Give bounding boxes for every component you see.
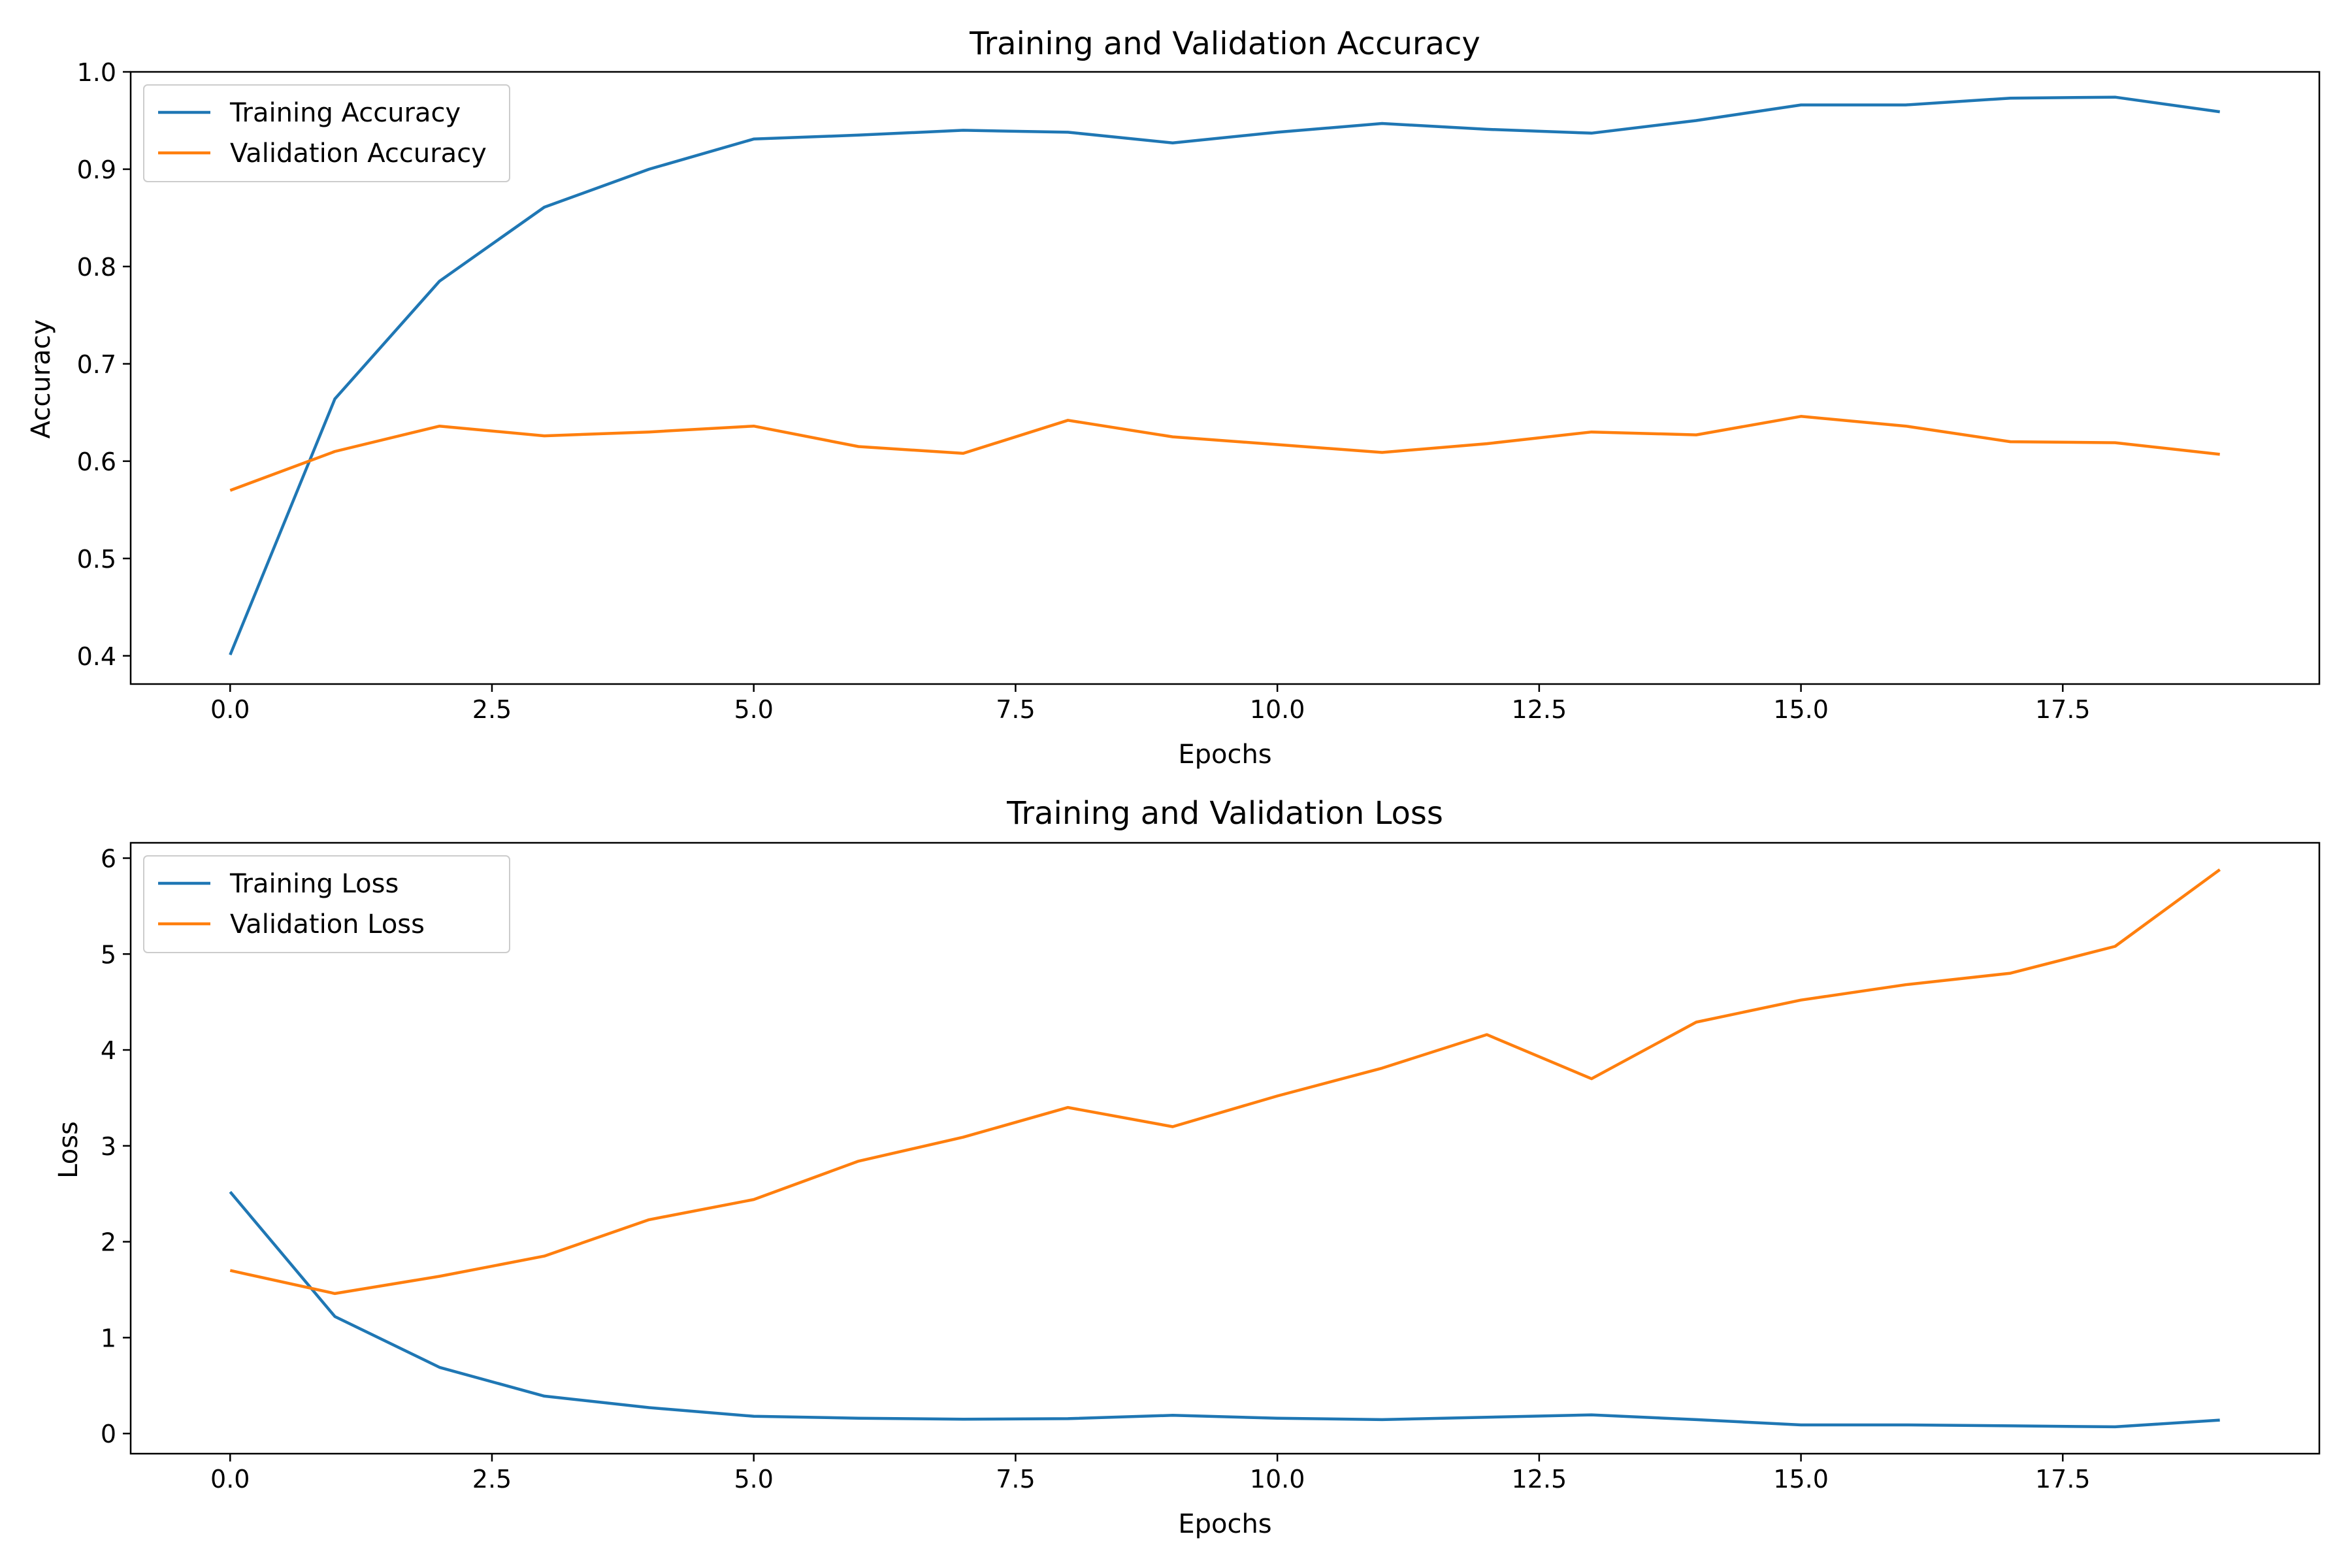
accuracy-chart-y-axis-label: Accuracy [26,319,56,439]
accuracy-chart-legend: Training Accuracy Validation Accuracy [143,84,510,182]
loss-chart-x-tick-label: 2.5 [472,1465,512,1494]
accuracy-chart-y-tick-label: 0.4 [77,642,116,671]
accuracy-chart-x-tick-label: 7.5 [996,695,1035,724]
loss-chart-y-axis-label: Loss [54,1121,84,1179]
accuracy-chart-y-tick-label: 0.6 [77,448,116,476]
loss-chart-y-tick-label: 2 [101,1228,116,1257]
loss-chart-y-tick-label: 1 [101,1324,116,1352]
loss-chart-series-training-loss-line [229,1190,2220,1429]
accuracy-chart-y-tick-label: 0.5 [77,545,116,574]
loss-chart-y-tick-label: 6 [101,844,116,873]
loss-chart-legend-box [143,855,510,953]
accuracy-chart-y-tick-label: 0.8 [77,253,116,282]
loss-chart-y-tick-label: 4 [101,1036,116,1065]
accuracy-chart-series-validation-accuracy-line [229,415,2220,492]
loss-chart-legend-label-training-loss: Training Loss [229,869,399,899]
accuracy-chart-legend-box [143,84,510,182]
accuracy-chart-y-tick-label: 1.0 [77,58,116,87]
accuracy-chart: Training and Validation Accuracy Epochs … [26,25,2321,770]
accuracy-chart-x-tick-label: 12.5 [1512,695,1567,724]
loss-chart-x-tick-label: 17.5 [2035,1465,2091,1494]
accuracy-chart-y-tick-label: 0.7 [77,350,116,379]
loss-chart-title: Training and Validation Loss [1006,795,1443,832]
loss-chart-x-axis-label: Epochs [1178,1509,1271,1539]
accuracy-chart-series-training-accuracy-line [229,95,2221,656]
loss-chart-x-tick-label: 5.0 [734,1465,773,1494]
accuracy-chart-x-tick-label: 17.5 [2035,695,2091,724]
loss-chart-y-tick-label: 0 [101,1420,116,1448]
accuracy-chart-legend-label-training-accuracy: Training Accuracy [229,98,461,128]
loss-chart-legend-label-validation-loss: Validation Loss [230,909,425,939]
accuracy-chart-y-tick-label: 0.9 [77,155,116,184]
accuracy-chart-x-tick-label: 0.0 [210,695,250,724]
loss-chart-x-tick-label: 10.0 [1250,1465,1305,1494]
loss-chart: Training and Validation Loss Epochs Loss… [54,795,2321,1539]
accuracy-chart-plot-frame [129,71,2321,685]
loss-chart-x-tick-label: 12.5 [1512,1465,1567,1494]
accuracy-chart-title: Training and Validation Accuracy [969,25,1480,62]
loss-chart-x-tick-label: 0.0 [210,1465,250,1494]
loss-chart-plot-frame [129,841,2321,1455]
loss-chart-legend: Training Loss Validation Loss [143,855,510,953]
accuracy-chart-x-axis-label: Epochs [1178,740,1271,770]
loss-chart-y-tick-label: 5 [101,940,116,969]
loss-chart-series-validation-loss-line [229,868,2221,1296]
accuracy-chart-x-tick-label: 15.0 [1773,695,1829,724]
accuracy-chart-x-tick-label: 10.0 [1250,695,1305,724]
loss-chart-x-tick-label: 7.5 [996,1465,1035,1494]
accuracy-chart-x-tick-label: 2.5 [472,695,512,724]
loss-chart-x-tick-label: 15.0 [1773,1465,1829,1494]
accuracy-chart-x-tick-label: 5.0 [734,695,773,724]
accuracy-chart-legend-label-validation-accuracy: Validation Accuracy [230,139,487,169]
loss-chart-y-tick-label: 3 [101,1132,116,1161]
